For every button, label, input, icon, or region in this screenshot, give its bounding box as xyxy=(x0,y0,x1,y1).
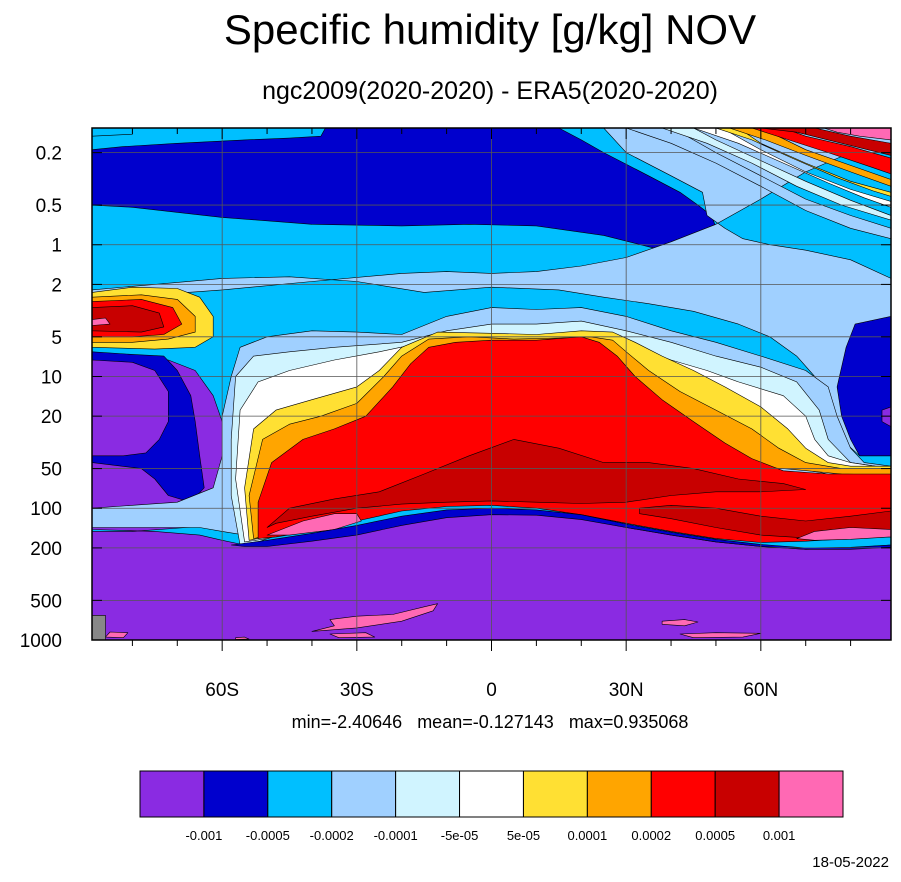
contour-region xyxy=(266,439,807,528)
contour-region xyxy=(796,527,891,541)
contour-region xyxy=(105,631,129,639)
contour-region xyxy=(661,128,891,221)
contour-region xyxy=(661,619,699,627)
contour-region xyxy=(92,128,133,137)
contour-region xyxy=(92,317,111,326)
contour-region xyxy=(715,128,891,197)
legend-swatch xyxy=(139,770,205,818)
y-tick-label: 0.2 xyxy=(36,144,62,165)
y-tick-label: 20 xyxy=(41,407,62,428)
y-tick-label: 1 xyxy=(51,236,62,257)
y-tick-label: 500 xyxy=(30,591,62,612)
contour-region xyxy=(679,632,762,639)
contour-region xyxy=(836,316,891,457)
y-tick-label: 50 xyxy=(41,460,62,481)
legend-swatch xyxy=(395,770,461,818)
contour-region xyxy=(92,305,165,333)
y-tick-label: 0.5 xyxy=(36,196,62,217)
legend-swatch xyxy=(778,770,844,818)
y-tick-label: 200 xyxy=(30,539,62,560)
contour-region xyxy=(881,406,891,427)
x-tick-label: 30N xyxy=(609,680,644,701)
contour-region xyxy=(235,636,250,640)
legend-label: 0.0001 xyxy=(567,828,607,843)
x-tick-label: 30S xyxy=(340,680,374,701)
contour-region xyxy=(230,507,891,550)
contour-region xyxy=(266,513,362,536)
x-tick-label: 60S xyxy=(205,680,239,701)
legend-swatch xyxy=(522,770,588,818)
x-tick-label: 60N xyxy=(743,680,778,701)
legend-label: 0.001 xyxy=(763,828,796,843)
stat-min: min=-2.40646 xyxy=(291,712,403,732)
contour-region xyxy=(311,603,438,632)
legend-swatch xyxy=(714,770,780,818)
legend-label: 5e-05 xyxy=(507,828,540,843)
contour-region xyxy=(760,128,891,156)
legend-swatch xyxy=(203,770,269,818)
y-tick-label: 1000 xyxy=(20,631,62,652)
contour-region xyxy=(92,128,891,457)
legend-label: -0.0002 xyxy=(310,828,354,843)
legend-swatch xyxy=(267,770,333,818)
legend-label: -0.001 xyxy=(185,828,222,843)
contour-region xyxy=(625,128,891,239)
date-stamp: 18-05-2022 xyxy=(812,854,889,871)
legend-label: -0.0001 xyxy=(374,828,418,843)
y-tick-label: 100 xyxy=(30,499,62,520)
contour-region xyxy=(92,359,169,457)
legend-label: 0.0002 xyxy=(631,828,671,843)
contour-region xyxy=(92,615,106,640)
stat-mean: mean=-0.127143 xyxy=(417,712,554,732)
y-tick-label: 2 xyxy=(51,275,62,296)
legend-label: -5e-05 xyxy=(441,828,479,843)
legend-swatch xyxy=(650,770,716,818)
legend-label: -0.0005 xyxy=(246,828,290,843)
contour-region xyxy=(823,128,891,141)
x-tick-label: 0 xyxy=(486,680,497,701)
chart-title: Specific humidity [g/kg] NOV xyxy=(223,6,757,53)
legend-label: 0.0005 xyxy=(695,828,735,843)
y-tick-label: 5 xyxy=(51,328,62,349)
stat-max: max=0.935068 xyxy=(568,712,689,732)
legend-swatch xyxy=(459,770,524,818)
y-tick-label: 10 xyxy=(41,367,62,388)
chart-subtitle: ngc2009(2020-2020) - ERA5(2020-2020) xyxy=(262,77,718,105)
contour-region xyxy=(329,632,376,639)
stats-line: min=-2.40646 mean=-0.127143 max=0.935068 xyxy=(0,710,901,734)
legend-swatch xyxy=(586,770,652,818)
legend-swatch xyxy=(331,770,397,818)
